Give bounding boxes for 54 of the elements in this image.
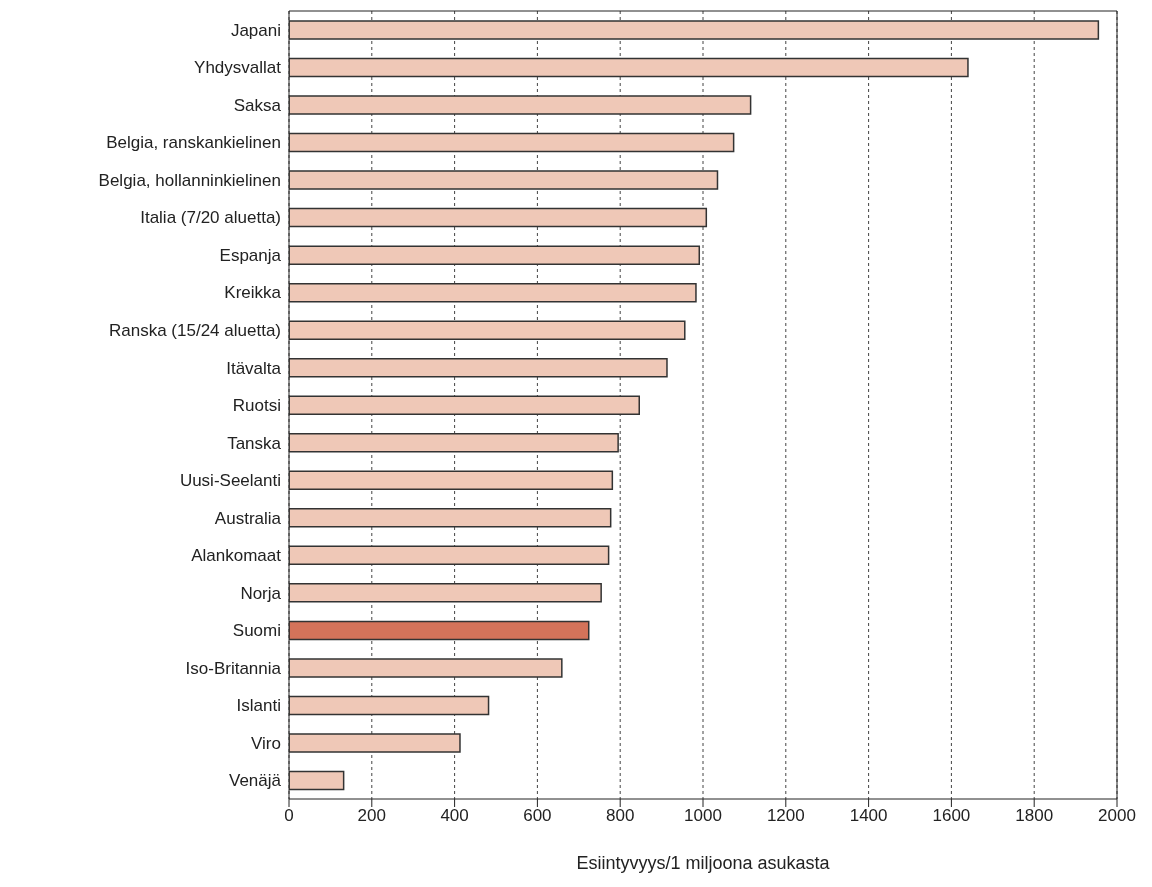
y-tick-label: Iso-Britannia xyxy=(185,658,282,678)
y-tick-label: Norja xyxy=(240,583,282,603)
y-tick-label: Yhdysvallat xyxy=(194,58,282,78)
x-tick-label: 600 xyxy=(523,806,552,826)
x-tick-label: 2000 xyxy=(1098,806,1136,826)
bar xyxy=(289,733,461,753)
y-tick-label: Saksa xyxy=(233,95,282,115)
bar xyxy=(289,132,735,153)
y-tick-label: Belgia, hollanninkielinen xyxy=(98,170,281,190)
y-tick-label: Ruotsi xyxy=(232,396,281,416)
y-tick-label: Alankomaat xyxy=(191,546,282,566)
bar xyxy=(289,282,697,303)
bar xyxy=(289,770,345,791)
x-tick-label: 1000 xyxy=(684,806,722,826)
y-tick-label: Tanska xyxy=(227,433,282,453)
y-tick-label: Islanti xyxy=(236,696,281,716)
y-tick-label: Ranska (15/24 aluetta) xyxy=(109,320,281,340)
bar xyxy=(289,658,563,678)
bar xyxy=(289,545,610,566)
bar xyxy=(289,95,752,115)
y-tick-label: Belgia, ranskankielinen xyxy=(106,133,281,153)
bar xyxy=(289,508,612,528)
bar xyxy=(289,57,969,78)
x-tick-label: 0 xyxy=(284,806,294,826)
x-tick-label: 800 xyxy=(606,806,635,826)
bar xyxy=(289,470,614,491)
y-tick-label: Espanja xyxy=(219,245,282,265)
y-tick-label: Viro xyxy=(251,733,281,753)
x-tick-label: 400 xyxy=(440,806,469,826)
y-tick-label: Venäjä xyxy=(229,771,282,791)
y-tick-label: Australia xyxy=(214,508,282,528)
x-tick-label: 1200 xyxy=(766,806,805,826)
bar xyxy=(289,170,719,190)
y-tick-label: Itävalta xyxy=(226,358,282,378)
bar xyxy=(289,320,686,340)
x-tick-label: 1600 xyxy=(932,806,971,826)
bar xyxy=(289,583,602,603)
bar xyxy=(289,620,590,641)
bar xyxy=(289,20,1100,40)
y-tick-label: Japani xyxy=(230,20,281,40)
bar xyxy=(289,695,490,716)
bar xyxy=(289,245,701,265)
x-tick-label: 200 xyxy=(357,806,386,826)
x-axis-title: Esiintyvyys/1 miljoona asukasta xyxy=(576,853,831,873)
x-tick-label: 1800 xyxy=(1015,806,1054,826)
bar xyxy=(289,433,619,453)
y-tick-label: Suomi xyxy=(232,621,281,641)
y-tick-label: Italia (7/20 aluetta) xyxy=(140,208,281,228)
bar xyxy=(289,357,668,378)
bar xyxy=(289,395,640,415)
x-tick-label: 1400 xyxy=(849,806,888,826)
y-tick-label: Kreikka xyxy=(224,283,282,303)
y-tick-label: Uusi-Seelanti xyxy=(179,471,281,491)
bar xyxy=(289,207,708,228)
